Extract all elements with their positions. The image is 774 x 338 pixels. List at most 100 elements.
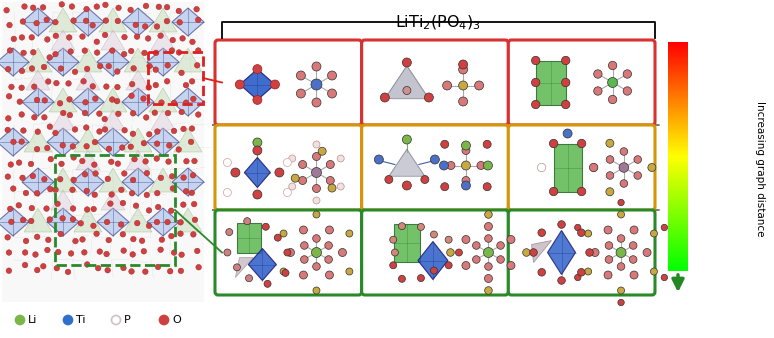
Polygon shape — [385, 66, 429, 99]
Circle shape — [22, 250, 28, 255]
Bar — [668, 98, 688, 99]
Circle shape — [179, 70, 184, 76]
Circle shape — [402, 135, 411, 144]
Circle shape — [604, 271, 612, 279]
Polygon shape — [536, 61, 566, 104]
Circle shape — [313, 263, 320, 270]
FancyBboxPatch shape — [509, 210, 655, 295]
Bar — [668, 114, 688, 116]
Bar — [668, 192, 688, 194]
Circle shape — [16, 160, 22, 165]
Circle shape — [618, 299, 625, 306]
Circle shape — [629, 242, 637, 249]
Circle shape — [231, 168, 240, 177]
Circle shape — [115, 69, 120, 74]
Circle shape — [104, 267, 111, 273]
Circle shape — [586, 249, 594, 256]
Polygon shape — [245, 158, 270, 188]
Bar — [668, 230, 688, 232]
Circle shape — [325, 256, 332, 263]
Circle shape — [20, 19, 26, 24]
Polygon shape — [97, 48, 129, 76]
Circle shape — [29, 205, 35, 211]
Circle shape — [128, 7, 133, 13]
Circle shape — [459, 81, 467, 90]
Text: Li: Li — [28, 315, 37, 325]
Circle shape — [430, 155, 440, 164]
Bar — [668, 260, 688, 261]
Bar — [668, 149, 688, 151]
Circle shape — [42, 98, 47, 103]
Circle shape — [47, 124, 53, 129]
Circle shape — [32, 115, 37, 120]
Circle shape — [70, 217, 76, 222]
Circle shape — [119, 145, 125, 150]
Circle shape — [532, 56, 540, 65]
Circle shape — [325, 242, 332, 249]
Bar — [668, 93, 688, 95]
Bar — [668, 219, 688, 220]
Circle shape — [485, 222, 492, 231]
Circle shape — [19, 112, 25, 117]
Polygon shape — [24, 208, 52, 232]
Circle shape — [19, 175, 26, 180]
Circle shape — [7, 48, 13, 53]
Circle shape — [318, 147, 326, 155]
Circle shape — [57, 176, 63, 182]
Circle shape — [165, 63, 170, 68]
Circle shape — [60, 216, 66, 221]
Bar — [668, 174, 688, 176]
Circle shape — [20, 217, 26, 223]
Circle shape — [146, 84, 152, 90]
Circle shape — [70, 144, 76, 149]
Circle shape — [327, 161, 334, 169]
Circle shape — [170, 48, 175, 53]
Circle shape — [115, 18, 121, 24]
Circle shape — [5, 127, 11, 133]
Bar — [668, 215, 688, 217]
Bar — [668, 44, 688, 46]
Polygon shape — [172, 88, 204, 116]
Bar — [668, 116, 688, 118]
Circle shape — [190, 96, 196, 102]
Circle shape — [606, 139, 614, 147]
Circle shape — [129, 190, 135, 196]
Circle shape — [130, 111, 136, 116]
Circle shape — [147, 63, 152, 69]
Circle shape — [29, 66, 35, 71]
Polygon shape — [174, 48, 202, 72]
Bar — [668, 142, 688, 144]
Circle shape — [130, 131, 135, 137]
Circle shape — [22, 262, 28, 268]
FancyBboxPatch shape — [361, 125, 509, 210]
Circle shape — [73, 238, 78, 244]
Circle shape — [165, 110, 171, 116]
Circle shape — [82, 48, 87, 53]
Circle shape — [67, 97, 72, 102]
Circle shape — [40, 263, 46, 269]
Circle shape — [550, 187, 558, 196]
Circle shape — [616, 247, 626, 258]
Circle shape — [462, 262, 470, 269]
Circle shape — [584, 268, 591, 275]
Circle shape — [605, 256, 613, 263]
Circle shape — [71, 177, 77, 183]
Bar — [668, 216, 688, 218]
Circle shape — [171, 250, 176, 256]
Circle shape — [115, 84, 120, 90]
Circle shape — [253, 190, 262, 199]
Circle shape — [108, 201, 113, 207]
Bar — [668, 102, 688, 104]
Bar — [668, 122, 688, 123]
Circle shape — [532, 78, 540, 87]
Circle shape — [574, 224, 581, 231]
Circle shape — [142, 269, 148, 274]
FancyBboxPatch shape — [215, 40, 361, 125]
Polygon shape — [76, 70, 100, 90]
Bar — [668, 99, 688, 101]
Bar — [668, 140, 688, 142]
Bar — [668, 106, 688, 107]
Bar — [668, 105, 688, 106]
Circle shape — [190, 78, 195, 84]
Circle shape — [577, 268, 585, 276]
